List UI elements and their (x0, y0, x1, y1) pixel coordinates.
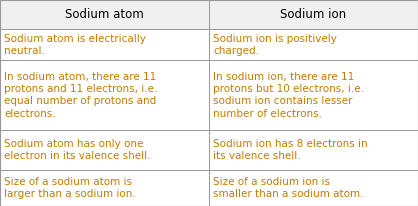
Text: Size of a sodium ion is
smaller than a sodium atom.: Size of a sodium ion is smaller than a s… (213, 177, 364, 199)
Text: In sodium ion, there are 11
protons but 10 electrons, i.e.
sodium ion contains l: In sodium ion, there are 11 protons but … (213, 71, 364, 119)
Text: Sodium ion has 8 electrons in
its valence shell.: Sodium ion has 8 electrons in its valenc… (213, 139, 367, 161)
Text: Sodium ion: Sodium ion (280, 8, 347, 21)
Bar (0, 29, 209, 60)
Bar (0, 0, 209, 29)
Bar (0, 170, 209, 206)
Text: Size of a sodium atom is
larger than a sodium ion.: Size of a sodium atom is larger than a s… (4, 177, 136, 199)
Text: Sodium ion is positively
charged.: Sodium ion is positively charged. (213, 34, 337, 56)
Text: In sodium atom, there are 11
protons and 11 electrons, i.e.
equal number of prot: In sodium atom, there are 11 protons and… (4, 71, 157, 119)
Bar (209, 29, 418, 60)
Bar (209, 130, 418, 170)
Bar (209, 60, 418, 130)
Text: Sodium atom: Sodium atom (65, 8, 144, 21)
Bar (0, 60, 209, 130)
Bar (0, 130, 209, 170)
Bar (209, 0, 418, 29)
Bar (209, 170, 418, 206)
Text: Sodium atom is electrically
neutral.: Sodium atom is electrically neutral. (4, 34, 146, 56)
Text: Sodium atom has only one
electron in its valence shell.: Sodium atom has only one electron in its… (4, 139, 150, 161)
